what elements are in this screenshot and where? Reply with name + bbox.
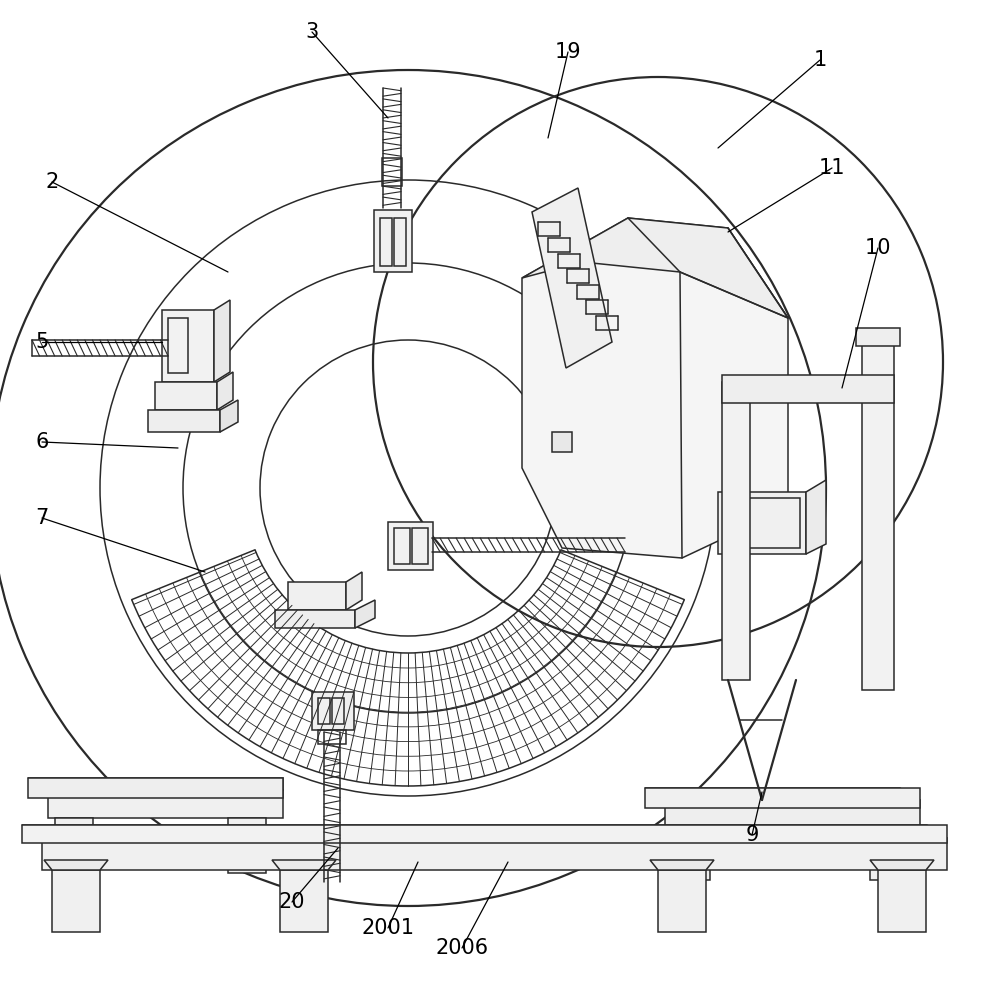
Polygon shape xyxy=(806,480,826,554)
Text: 20: 20 xyxy=(279,892,305,912)
Bar xyxy=(724,498,800,548)
Text: 9: 9 xyxy=(745,825,759,845)
Bar xyxy=(878,870,926,932)
Text: 5: 5 xyxy=(36,332,49,352)
Text: 19: 19 xyxy=(555,42,582,62)
Polygon shape xyxy=(522,218,788,558)
Bar xyxy=(388,522,433,570)
Polygon shape xyxy=(532,188,612,368)
Bar xyxy=(312,692,354,730)
Polygon shape xyxy=(355,600,375,628)
Bar xyxy=(380,218,392,266)
Text: 10: 10 xyxy=(865,238,891,258)
Bar xyxy=(168,318,188,373)
Text: 1: 1 xyxy=(814,50,827,70)
Polygon shape xyxy=(214,300,230,382)
Bar xyxy=(228,818,266,873)
Bar xyxy=(55,818,93,873)
Bar xyxy=(288,582,346,610)
Bar xyxy=(162,310,214,382)
Text: 6: 6 xyxy=(35,432,49,452)
Polygon shape xyxy=(870,860,934,870)
Bar xyxy=(374,210,412,272)
Bar xyxy=(552,432,572,452)
Bar xyxy=(52,870,100,932)
Bar xyxy=(148,410,220,432)
Bar xyxy=(42,838,947,870)
Polygon shape xyxy=(346,572,362,610)
Bar xyxy=(275,610,355,628)
Text: 7: 7 xyxy=(36,508,49,528)
Polygon shape xyxy=(220,400,238,432)
Bar xyxy=(318,698,330,724)
Bar xyxy=(412,528,428,564)
Polygon shape xyxy=(650,860,714,870)
Bar xyxy=(870,828,908,880)
Polygon shape xyxy=(22,825,947,838)
Text: 2006: 2006 xyxy=(435,938,489,958)
Bar xyxy=(665,800,920,828)
Bar xyxy=(48,790,283,818)
Bar xyxy=(658,870,706,932)
Polygon shape xyxy=(522,218,788,318)
Bar xyxy=(280,870,328,932)
Bar xyxy=(332,698,344,724)
Text: 2001: 2001 xyxy=(362,918,414,938)
Text: 11: 11 xyxy=(819,158,846,178)
Bar xyxy=(672,828,710,880)
Bar xyxy=(394,528,410,564)
Bar xyxy=(856,328,900,346)
Bar xyxy=(394,218,406,266)
Bar xyxy=(645,788,920,808)
Bar xyxy=(155,382,217,410)
Polygon shape xyxy=(217,372,233,410)
Polygon shape xyxy=(272,860,336,870)
Bar xyxy=(382,158,402,186)
Polygon shape xyxy=(645,788,920,800)
Bar xyxy=(862,335,894,690)
Text: 2: 2 xyxy=(46,172,59,192)
Polygon shape xyxy=(28,778,283,790)
Polygon shape xyxy=(44,860,108,870)
Text: 3: 3 xyxy=(306,22,319,42)
Bar xyxy=(22,825,947,843)
Bar xyxy=(318,730,346,744)
Bar xyxy=(722,375,894,403)
Bar xyxy=(718,492,806,554)
Bar xyxy=(28,778,283,798)
Bar xyxy=(722,382,750,680)
